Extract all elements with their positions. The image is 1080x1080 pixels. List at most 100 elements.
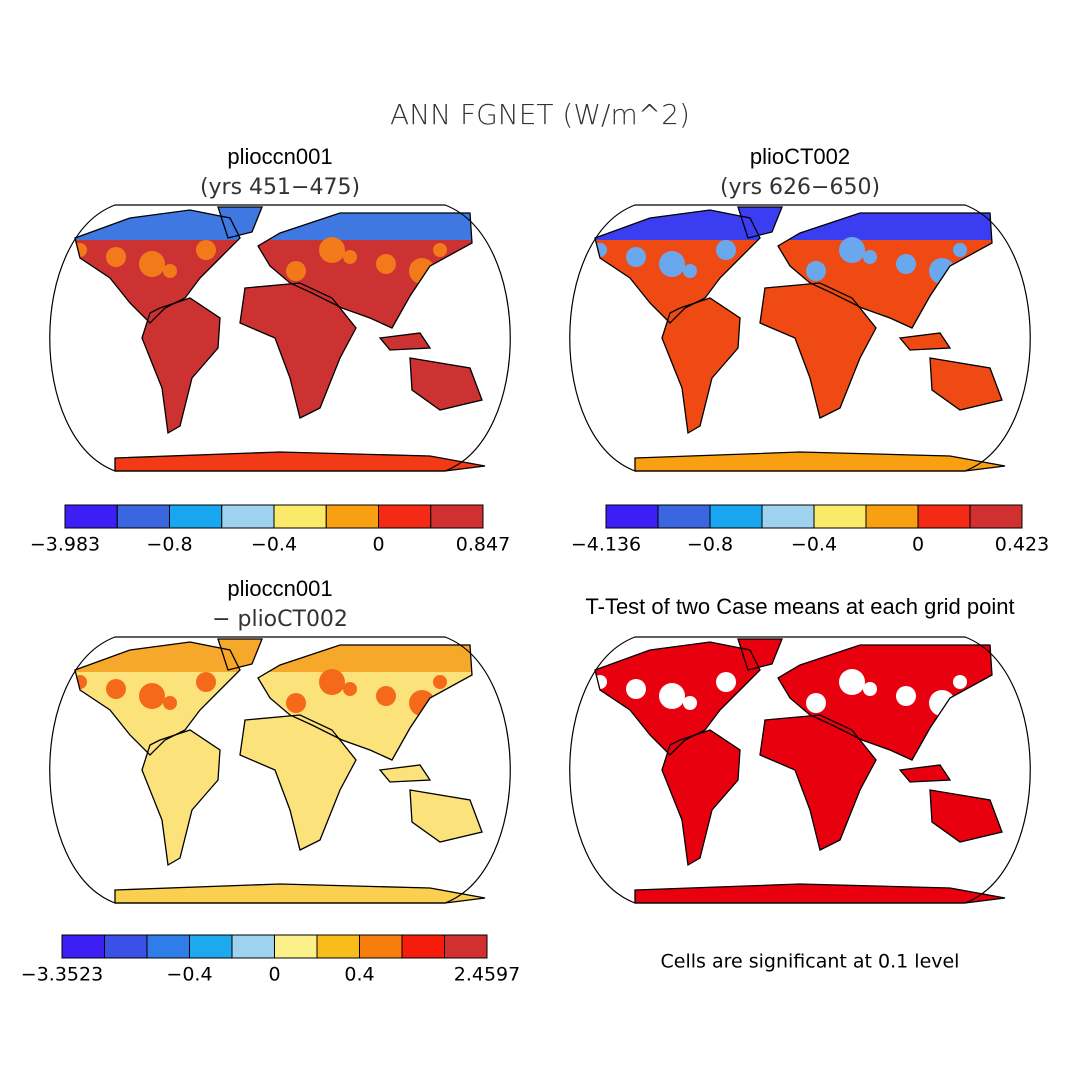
north-patch — [286, 261, 306, 281]
north-patch — [896, 686, 916, 706]
map-outline — [49, 204, 511, 472]
panel-note: Cells are significant at 0.1 level — [661, 951, 960, 973]
north-patch — [683, 696, 697, 710]
north-patch — [659, 251, 685, 277]
north-patch — [433, 243, 447, 257]
north-patch — [433, 675, 447, 689]
colorbar-swatch — [116, 504, 170, 529]
colorbar-label: −0.4 — [791, 534, 837, 556]
colorbar-label: 0 — [372, 534, 384, 556]
coastline — [141, 729, 221, 867]
north-patch — [806, 693, 826, 713]
colorbar-swatch — [444, 934, 488, 959]
colorbar-swatch — [221, 504, 275, 529]
colorbar-swatch — [917, 504, 971, 529]
north-patch — [683, 264, 697, 278]
colorbar-swatch — [378, 504, 432, 529]
figure-title: ANN FGNET (W/m^2) — [390, 98, 690, 131]
coastline — [777, 644, 993, 761]
colorbar-label: −0.4 — [251, 534, 297, 556]
north-patch — [376, 686, 396, 706]
colorbar-label: 0 — [912, 534, 924, 556]
north-patch — [716, 240, 736, 260]
panel-title: T-Test of two Case means at each grid po… — [585, 594, 1014, 619]
coastline — [898, 332, 952, 351]
coastline — [759, 282, 877, 419]
colorbar-label: −4.136 — [571, 534, 641, 556]
colorbar-label: −3.3523 — [21, 964, 103, 986]
colorbar-label: 0.4 — [344, 964, 374, 986]
coastline — [594, 641, 761, 756]
colorbar-swatch — [657, 504, 711, 529]
colorbar-label: 2.4597 — [454, 964, 520, 986]
north-patch — [659, 683, 685, 709]
coastline — [257, 212, 473, 329]
map-outline — [49, 636, 511, 904]
coastline — [409, 789, 483, 843]
colorbar-swatch — [865, 504, 919, 529]
coastline — [737, 638, 783, 671]
coastline — [929, 357, 1003, 411]
coastline — [217, 638, 263, 671]
colorbar-label: 0.847 — [456, 534, 510, 556]
coastline — [898, 764, 952, 783]
north-patch — [163, 264, 177, 278]
north-patch — [343, 682, 357, 696]
north-patch — [806, 261, 826, 281]
north-patch — [196, 240, 216, 260]
north-patch — [953, 243, 967, 257]
coastline — [594, 209, 761, 324]
coastline — [759, 714, 877, 851]
coastline — [74, 641, 241, 756]
coastline — [737, 206, 783, 239]
colorbar-swatch — [813, 504, 867, 529]
colorbar-swatch — [273, 504, 327, 529]
coastline — [257, 644, 473, 761]
north-patch — [839, 237, 865, 263]
colorbar-swatch — [316, 934, 360, 959]
coastline — [929, 789, 1003, 843]
north-patch — [106, 247, 126, 267]
coastline — [378, 764, 432, 783]
coastline — [239, 282, 357, 419]
colorbar-swatch — [761, 504, 815, 529]
colorbar-swatch — [401, 934, 445, 959]
panel-title: plioCT002 — [750, 144, 850, 169]
colorbar-label: −0.4 — [166, 964, 212, 986]
coastline — [217, 206, 263, 239]
colorbar-label: −0.8 — [687, 534, 733, 556]
north-patch — [196, 672, 216, 692]
colorbar-label: 0 — [268, 964, 280, 986]
colorbar-label: 0.423 — [995, 534, 1049, 556]
north-patch — [896, 254, 916, 274]
colorbar-swatch — [189, 934, 233, 959]
north-patch — [863, 682, 877, 696]
coastline — [141, 297, 221, 435]
panel-subtitle: (yrs 451−475) — [200, 175, 360, 200]
north-patch — [286, 693, 306, 713]
north-patch — [839, 669, 865, 695]
map-outline — [569, 636, 1031, 904]
coastline — [74, 209, 241, 324]
colorbar-label: −0.8 — [146, 534, 192, 556]
panel-subtitle: − plioCT002 — [212, 607, 348, 632]
panel-subtitle: (yrs 626−650) — [720, 175, 880, 200]
north-patch — [716, 672, 736, 692]
north-patch — [139, 251, 165, 277]
colorbar-label: −3.983 — [30, 534, 100, 556]
north-patch — [626, 247, 646, 267]
colorbar-swatch — [274, 934, 318, 959]
north-patch — [863, 250, 877, 264]
coastline — [661, 297, 741, 435]
north-patch — [953, 675, 967, 689]
north-patch — [626, 679, 646, 699]
colorbar-swatch — [104, 934, 148, 959]
coastline — [661, 729, 741, 867]
coastline — [409, 357, 483, 411]
colorbar-swatch — [231, 934, 275, 959]
coastline — [239, 714, 357, 851]
north-patch — [163, 696, 177, 710]
colorbar-swatch — [61, 934, 105, 959]
colorbar-swatch — [169, 504, 223, 529]
